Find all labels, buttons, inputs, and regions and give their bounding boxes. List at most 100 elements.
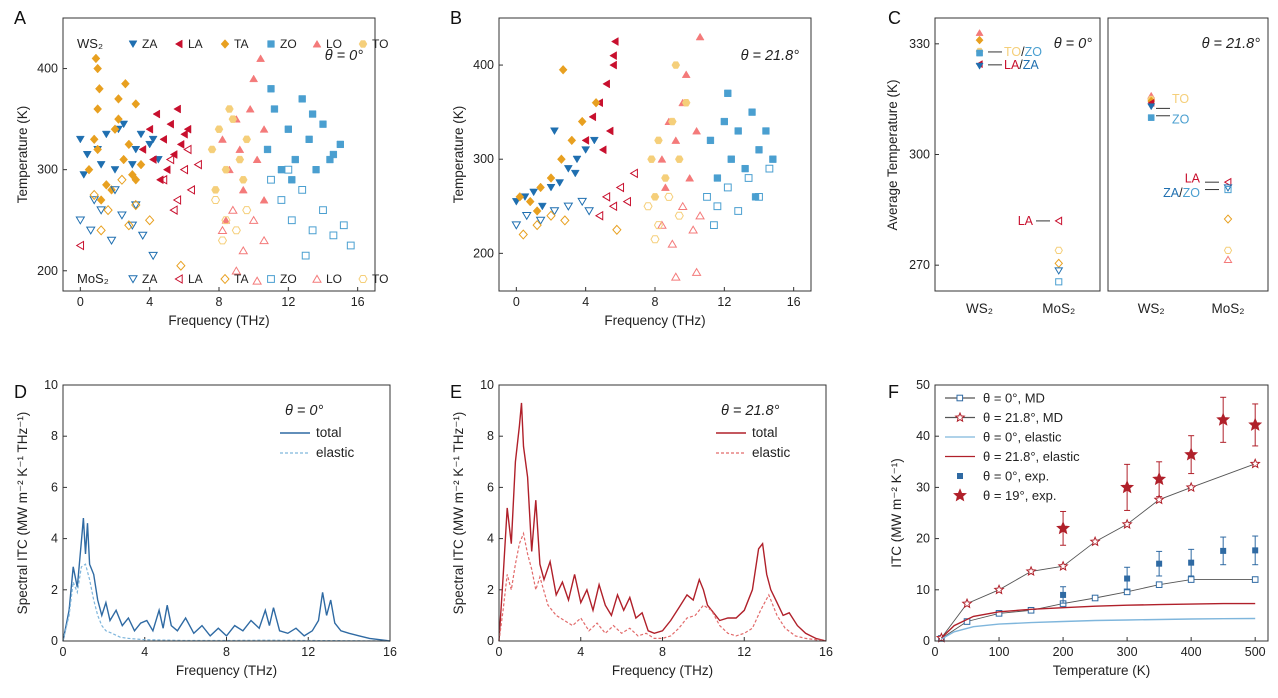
axes-A: 0 4 8 12 16 200 300 400 Frequency (THz) Temperatu… — [15, 36, 388, 328]
mode-marker — [89, 189, 99, 201]
mode-marker — [748, 108, 756, 116]
mode-marker — [149, 155, 157, 164]
legend-item: TA — [220, 272, 248, 286]
mode-marker — [703, 192, 711, 201]
series-MoS2-ZA — [511, 197, 595, 230]
series-WS2-LO — [657, 32, 705, 191]
mode-marker — [107, 185, 116, 195]
mode-marker — [1147, 103, 1156, 111]
mode-label-to: TO — [1004, 45, 1021, 59]
mode-marker — [119, 154, 129, 165]
theta-annotation: θ = 0° — [285, 403, 323, 419]
mode-marker — [174, 39, 183, 49]
x-tick-label: 0 — [932, 645, 939, 659]
data-point — [1153, 493, 1165, 505]
mode-marker — [238, 185, 248, 194]
mode-marker — [231, 226, 241, 235]
y-tick-label: 2 — [487, 583, 494, 597]
mode-marker — [555, 179, 565, 187]
data-point — [1220, 547, 1227, 554]
mode-marker — [609, 60, 617, 70]
mode-marker — [148, 135, 158, 144]
data-point — [1187, 576, 1195, 583]
mode-marker — [114, 114, 123, 124]
mode-marker — [741, 164, 749, 173]
series-WS2-TO — [647, 61, 691, 201]
data-point — [1184, 447, 1199, 461]
theta-annotation: θ = 0° — [1054, 36, 1092, 52]
mode-marker — [769, 155, 777, 163]
mode-marker — [136, 130, 146, 139]
axes-B: 0 4 8 12 16 200 300 400 Frequency (THz) Temperatu… — [451, 32, 801, 328]
mode-label-la: LA — [1185, 171, 1201, 185]
legend-marker — [957, 473, 963, 479]
mode-marker — [91, 53, 101, 64]
mode-marker — [159, 134, 167, 144]
mode-marker — [1054, 216, 1063, 226]
x-tick-label: 8 — [216, 295, 223, 309]
mode-marker — [581, 146, 591, 154]
series-MoS2-LA — [594, 168, 638, 221]
mode-marker — [127, 221, 138, 230]
mode-marker — [259, 235, 269, 245]
y-tick-label: 0 — [923, 634, 930, 648]
mode-marker — [611, 37, 619, 46]
y-tick-label: 4 — [487, 532, 494, 546]
mode-marker — [584, 207, 595, 216]
mode-marker — [577, 197, 588, 207]
mode-label-to: TO — [1172, 92, 1189, 106]
plot-frame — [1107, 17, 1269, 292]
data-point — [995, 610, 1003, 617]
mode-marker — [305, 135, 313, 143]
x-tick-label: 8 — [659, 645, 666, 659]
mode-marker — [267, 40, 275, 48]
mode-marker — [301, 251, 310, 260]
legend-elastic: elastic — [316, 445, 355, 460]
mode-marker — [207, 145, 217, 154]
mode-marker — [975, 35, 984, 45]
y-tick-label: 200 — [37, 264, 58, 278]
mode-marker — [252, 276, 263, 285]
data-point — [1057, 560, 1069, 571]
series-MoS2-TA — [518, 210, 622, 240]
mode-marker — [608, 201, 618, 212]
mode-marker — [89, 134, 99, 145]
data-point — [1188, 559, 1195, 566]
mode-marker — [210, 196, 221, 204]
legend-item: θ = 21.8°, elastic — [945, 449, 1080, 464]
mode-marker — [650, 193, 660, 201]
mode-marker — [536, 182, 545, 193]
legend-item: TA — [220, 37, 248, 51]
mode-marker — [598, 145, 607, 155]
theta-annotation: θ = 21.8° — [741, 48, 800, 64]
mode-marker — [346, 241, 355, 250]
y-tick-label: 20 — [916, 532, 930, 546]
mode-marker — [612, 224, 622, 235]
mode-marker — [691, 267, 702, 276]
legend-text: TA — [234, 37, 248, 51]
mode-marker — [221, 216, 231, 225]
mode-marker — [267, 85, 275, 93]
mode-marker — [211, 186, 220, 194]
data-point — [1252, 547, 1259, 554]
mode-marker — [312, 166, 320, 174]
mode-label: TO/ZO — [1004, 45, 1042, 59]
y-tick-label: 30 — [916, 480, 930, 494]
mode-label-zo: ZO — [1183, 186, 1201, 200]
mode-marker — [312, 39, 322, 48]
mode-marker — [319, 120, 327, 128]
mode-marker — [609, 51, 617, 61]
mode-marker — [677, 201, 688, 210]
mode-marker — [267, 275, 275, 283]
x-tick-label: 16 — [787, 295, 801, 309]
mode-marker — [667, 239, 678, 248]
mode-marker — [89, 196, 100, 205]
data-point — [1091, 594, 1099, 602]
mode-marker — [287, 216, 296, 225]
series-WS2-ZO — [706, 89, 777, 201]
legend-item: ZO — [267, 272, 297, 286]
mode-marker — [238, 176, 248, 184]
mode-marker — [284, 125, 292, 133]
legend-text: ZO — [280, 272, 297, 286]
panel-label-B: B — [450, 8, 462, 28]
